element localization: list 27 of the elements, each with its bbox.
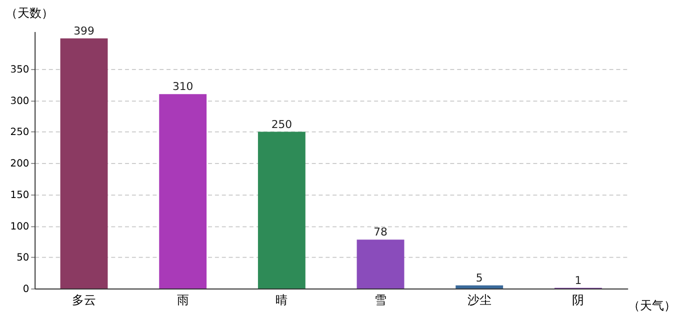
data-label: 310 xyxy=(172,80,194,94)
y-tick-label: 300 xyxy=(10,96,30,107)
bar xyxy=(356,240,404,288)
y-tick-label: 350 xyxy=(10,64,30,76)
x-tick-label: 阴 xyxy=(572,292,584,307)
x-tick-label: 多云 xyxy=(72,292,96,307)
y-tick-label: 50 xyxy=(16,252,30,264)
data-label: 5 xyxy=(476,271,483,284)
data-label: 78 xyxy=(374,226,388,239)
bar xyxy=(60,38,108,288)
y-tick-label: 0 xyxy=(22,284,30,295)
y-tick-label: 200 xyxy=(10,158,30,170)
y-axis-title: （天数） xyxy=(5,6,54,20)
data-label: 1 xyxy=(574,274,582,287)
y-tick-label: 250 xyxy=(10,127,30,138)
x-tick-label: 雪 xyxy=(374,292,387,307)
x-tick-label: 雨 xyxy=(176,292,189,307)
y-tick-label: 100 xyxy=(10,221,30,232)
x-axis-title: （天气） xyxy=(628,298,676,313)
data-label: 399 xyxy=(74,24,94,38)
x-tick-label: 沙尘 xyxy=(467,292,492,307)
y-tick-label: 150 xyxy=(10,190,30,201)
x-tick-label: 晴 xyxy=(276,292,288,307)
data-label: 250 xyxy=(271,118,292,131)
bar xyxy=(159,94,207,288)
bar xyxy=(258,132,306,288)
bar xyxy=(456,285,504,288)
